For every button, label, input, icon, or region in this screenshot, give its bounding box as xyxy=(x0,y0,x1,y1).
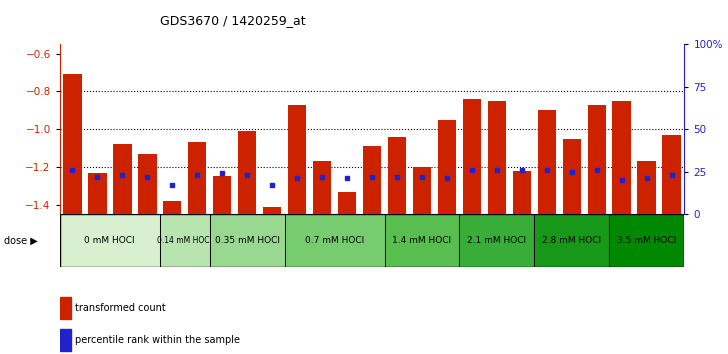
Bar xyxy=(159,214,210,267)
Bar xyxy=(138,154,157,214)
Bar xyxy=(113,144,132,214)
Text: 1.4 mM HOCl: 1.4 mM HOCl xyxy=(392,236,451,245)
Bar xyxy=(387,137,406,214)
Bar xyxy=(537,110,556,214)
Bar xyxy=(188,142,207,214)
Bar xyxy=(238,131,256,214)
Bar xyxy=(638,161,656,214)
Text: 0.35 mM HOCl: 0.35 mM HOCl xyxy=(215,236,280,245)
Bar xyxy=(60,329,71,351)
Bar xyxy=(263,207,282,214)
Bar xyxy=(438,120,456,214)
Bar xyxy=(612,101,631,214)
Bar xyxy=(60,297,71,319)
Text: transformed count: transformed count xyxy=(75,303,166,313)
Bar xyxy=(662,135,681,214)
Bar xyxy=(63,74,82,214)
Bar xyxy=(163,201,181,214)
Bar xyxy=(285,214,384,267)
Bar xyxy=(312,161,331,214)
Bar xyxy=(363,146,381,214)
Bar xyxy=(534,214,609,267)
Text: 3.5 mM HOCl: 3.5 mM HOCl xyxy=(617,236,676,245)
Text: 2.8 mM HOCl: 2.8 mM HOCl xyxy=(542,236,601,245)
Text: GDS3670 / 1420259_at: GDS3670 / 1420259_at xyxy=(160,14,306,27)
Text: 2.1 mM HOCl: 2.1 mM HOCl xyxy=(467,236,526,245)
Bar xyxy=(459,214,534,267)
Text: 0 mM HOCl: 0 mM HOCl xyxy=(84,236,135,245)
Bar xyxy=(338,192,357,214)
Bar xyxy=(462,99,481,214)
Bar xyxy=(413,167,432,214)
Text: dose ▶: dose ▶ xyxy=(4,236,37,246)
Bar xyxy=(513,171,531,214)
Bar xyxy=(88,173,106,214)
Bar xyxy=(60,214,159,267)
Text: percentile rank within the sample: percentile rank within the sample xyxy=(75,335,240,345)
Bar xyxy=(213,176,232,214)
Bar xyxy=(288,105,306,214)
Bar xyxy=(609,214,684,267)
Bar xyxy=(488,101,506,214)
Text: 0.7 mM HOCl: 0.7 mM HOCl xyxy=(305,236,364,245)
Bar xyxy=(210,214,285,267)
Text: 0.14 mM HOCl: 0.14 mM HOCl xyxy=(157,236,212,245)
Bar xyxy=(563,139,581,214)
Bar xyxy=(587,105,606,214)
Bar xyxy=(384,214,459,267)
